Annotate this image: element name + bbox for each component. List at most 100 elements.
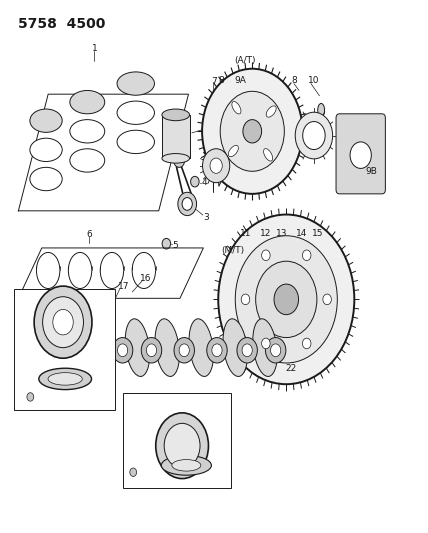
Circle shape	[210, 158, 222, 173]
Circle shape	[218, 215, 354, 384]
Text: 17: 17	[117, 282, 129, 291]
Ellipse shape	[162, 109, 190, 120]
Text: 14: 14	[296, 229, 307, 238]
Ellipse shape	[30, 138, 62, 161]
Circle shape	[182, 198, 192, 211]
Circle shape	[303, 250, 311, 261]
Text: 22: 22	[285, 364, 297, 373]
Circle shape	[174, 154, 184, 167]
Text: 8: 8	[218, 76, 224, 85]
Ellipse shape	[155, 319, 179, 376]
Text: 15: 15	[312, 229, 323, 238]
Circle shape	[141, 337, 162, 363]
Text: 4: 4	[201, 178, 207, 187]
Ellipse shape	[70, 91, 105, 114]
Ellipse shape	[229, 146, 238, 157]
Circle shape	[117, 344, 128, 357]
Circle shape	[202, 149, 230, 183]
Bar	[122, 393, 231, 488]
Circle shape	[164, 423, 200, 468]
Ellipse shape	[232, 101, 241, 114]
Circle shape	[34, 286, 92, 358]
Circle shape	[43, 297, 83, 348]
Text: (M/T): (M/T)	[221, 246, 244, 255]
Circle shape	[256, 261, 317, 337]
Text: 45: 45	[125, 401, 136, 410]
Text: MDL.: MDL.	[125, 393, 147, 402]
Circle shape	[130, 468, 137, 477]
Ellipse shape	[30, 167, 62, 191]
Text: 1: 1	[92, 44, 97, 53]
Text: 20: 20	[126, 414, 137, 423]
Circle shape	[212, 344, 222, 357]
Ellipse shape	[172, 459, 201, 471]
Text: 10: 10	[308, 76, 319, 85]
FancyBboxPatch shape	[336, 114, 385, 194]
Text: 19: 19	[203, 394, 215, 403]
Circle shape	[178, 192, 196, 216]
Circle shape	[162, 238, 171, 249]
Circle shape	[265, 337, 286, 363]
Circle shape	[27, 393, 34, 401]
Ellipse shape	[253, 319, 277, 376]
Circle shape	[350, 142, 372, 168]
Text: 9B: 9B	[366, 166, 377, 175]
Text: 9A: 9A	[235, 76, 246, 85]
Circle shape	[323, 294, 331, 305]
Circle shape	[202, 69, 303, 194]
Circle shape	[242, 344, 252, 357]
Circle shape	[146, 344, 157, 357]
Text: 24: 24	[201, 414, 212, 423]
Circle shape	[274, 284, 299, 314]
Circle shape	[207, 337, 227, 363]
Circle shape	[241, 294, 250, 305]
Circle shape	[303, 338, 311, 349]
Text: 20: 20	[18, 353, 29, 362]
Ellipse shape	[39, 368, 92, 390]
Circle shape	[237, 337, 257, 363]
Circle shape	[262, 338, 270, 349]
Circle shape	[156, 413, 208, 479]
Text: 11: 11	[241, 229, 252, 238]
Ellipse shape	[161, 456, 211, 475]
Bar	[162, 115, 190, 158]
Ellipse shape	[162, 154, 190, 163]
Text: 16: 16	[140, 273, 151, 282]
Text: 5: 5	[172, 241, 178, 250]
Circle shape	[262, 250, 270, 261]
Text: (A/T): (A/T)	[235, 56, 256, 65]
Text: 12: 12	[259, 229, 271, 238]
Text: MDL.: MDL.	[18, 289, 39, 298]
Ellipse shape	[48, 373, 82, 385]
Ellipse shape	[318, 103, 324, 117]
Circle shape	[179, 344, 189, 357]
Text: 13: 13	[276, 229, 287, 238]
Ellipse shape	[117, 130, 155, 154]
Text: 3: 3	[203, 213, 209, 222]
Text: 5758  4500: 5758 4500	[18, 17, 106, 31]
Circle shape	[295, 112, 333, 159]
Ellipse shape	[117, 101, 155, 124]
Circle shape	[270, 344, 281, 357]
Ellipse shape	[223, 319, 247, 376]
Circle shape	[53, 310, 73, 335]
Circle shape	[174, 337, 194, 363]
Ellipse shape	[264, 149, 273, 161]
Circle shape	[303, 122, 325, 150]
Circle shape	[235, 236, 337, 363]
Ellipse shape	[117, 72, 155, 95]
Ellipse shape	[70, 149, 105, 172]
Ellipse shape	[70, 119, 105, 143]
Text: 7: 7	[211, 77, 217, 86]
Ellipse shape	[125, 319, 150, 376]
Ellipse shape	[189, 319, 214, 376]
Text: 27: 27	[18, 296, 28, 305]
Text: 23: 23	[166, 432, 178, 441]
Text: 21: 21	[83, 288, 95, 297]
Ellipse shape	[30, 109, 62, 132]
Text: 18: 18	[58, 288, 69, 297]
Ellipse shape	[266, 106, 276, 117]
Circle shape	[243, 119, 262, 143]
Circle shape	[220, 91, 284, 171]
Text: 8: 8	[291, 76, 297, 85]
